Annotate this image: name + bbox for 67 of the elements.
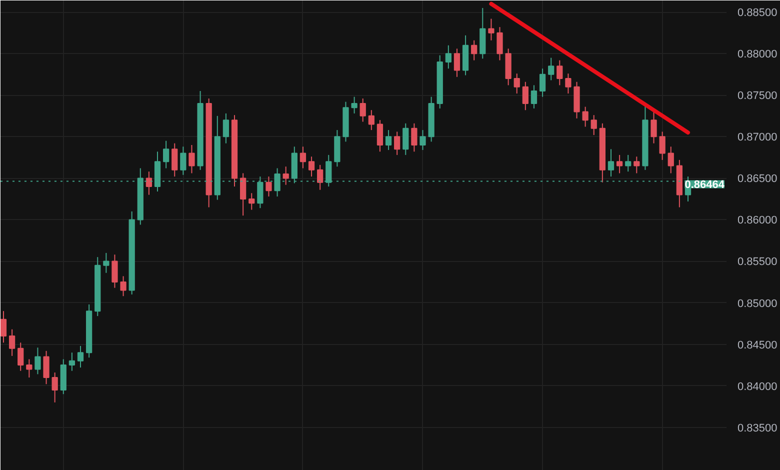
y-tick-label: 0.85000 (738, 298, 778, 310)
candlestick (522, 81, 528, 111)
candlestick (112, 254, 118, 288)
candlestick (146, 171, 152, 196)
candlestick (420, 130, 426, 150)
candlestick (180, 146, 186, 176)
candlestick (240, 172, 246, 216)
candlestick (68, 352, 76, 372)
candlestick (471, 40, 478, 61)
candlestick (556, 60, 563, 86)
y-tick-label: 0.84500 (738, 339, 778, 352)
candlestick (0, 310, 7, 344)
y-tick-label: 0.84000 (738, 380, 778, 393)
candlestick (616, 154, 623, 174)
y-tick-label: 0.85500 (738, 256, 778, 268)
y-tick-label: 0.86500 (738, 173, 778, 186)
candlestick (172, 142, 178, 178)
y-tick-label: 0.88000 (738, 48, 778, 61)
candlestick (445, 44, 452, 70)
candlestick (103, 252, 110, 274)
y-tick-label: 0.88500 (738, 7, 778, 20)
candlestick (625, 154, 632, 172)
candlestick (539, 68, 546, 98)
candlestick (317, 164, 324, 190)
candlestick (222, 112, 230, 144)
candlestick (496, 26, 503, 61)
candlestick (385, 130, 392, 150)
candlestick (582, 106, 588, 128)
candlestick (351, 96, 358, 114)
candlestick (52, 372, 58, 403)
candlestick (514, 73, 520, 94)
candlestick (608, 148, 614, 178)
candlestick (18, 342, 24, 372)
y-tick-label: 0.87500 (738, 90, 778, 102)
candlestick (411, 122, 418, 152)
candlestick (488, 18, 494, 41)
candlestick (34, 347, 41, 375)
candlestick (300, 146, 306, 169)
candlestick (188, 144, 195, 174)
candlestick (360, 98, 366, 122)
candlestick (308, 156, 315, 178)
candlestick (282, 166, 289, 186)
candlestick (668, 146, 674, 174)
candlestick (634, 156, 640, 174)
y-tick-label: 0.83500 (738, 422, 778, 434)
candlestick (43, 350, 50, 385)
candlestick (120, 276, 126, 297)
candlestick (548, 57, 554, 81)
candlestick (162, 140, 170, 169)
candlestick (650, 111, 657, 144)
candlestick (26, 358, 32, 378)
candlestick (8, 328, 16, 356)
candlestick (394, 131, 400, 156)
y-tick-label: 0.87000 (738, 132, 778, 144)
y-tick-label: 0.86000 (738, 214, 778, 227)
candlestick (530, 84, 538, 109)
candlestick (77, 345, 84, 368)
candlestick (402, 122, 409, 156)
candlestick (376, 120, 384, 152)
candlestick (266, 176, 272, 197)
candlestick (590, 114, 597, 136)
candlestick (659, 131, 666, 160)
candlestick (565, 73, 572, 94)
candlestick (368, 110, 374, 131)
ref-line-label: 0.86464 (684, 179, 726, 192)
candlestick (454, 48, 460, 78)
candlestick (248, 192, 255, 210)
